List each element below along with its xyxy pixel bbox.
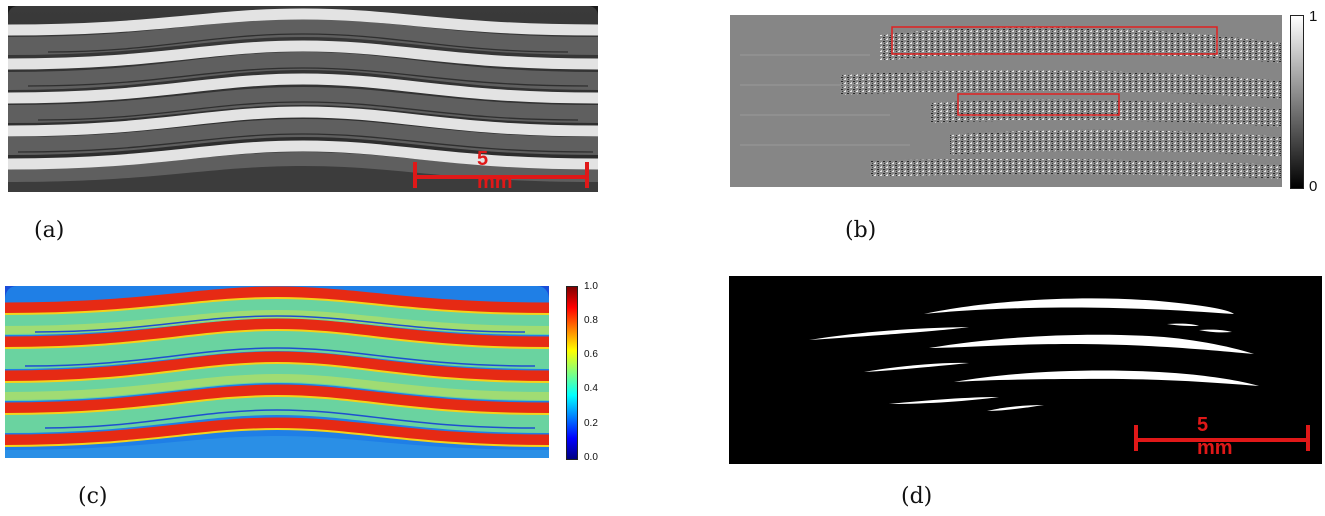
crack-4 [1167, 323, 1199, 326]
highlight-box-upper [891, 26, 1218, 55]
crack-9 [987, 405, 1044, 411]
difference-graphic [730, 15, 1282, 187]
colorbar-c [566, 286, 578, 460]
scalebar-label-d: 5 mm [1197, 414, 1233, 459]
ct-slice-graphic [8, 6, 598, 192]
crack-8 [889, 397, 999, 404]
colorbar-c-tick-1: 1.0 [584, 281, 598, 292]
colorbar-b-max: 1 [1309, 8, 1318, 25]
crack-5 [1199, 329, 1232, 333]
ct-slice-image [8, 6, 598, 192]
colorbar-c-tick-3: 0.6 [584, 349, 598, 360]
segmentation-graphic [809, 298, 1259, 411]
colorbar-c-tick-2: 0.8 [584, 315, 598, 326]
crack-6 [864, 362, 969, 372]
segmentation-image [729, 276, 1322, 464]
colorbar-c-tick-6: 0.0 [584, 452, 598, 463]
caption-d: (d) [901, 484, 933, 509]
jet-intensity-image [5, 286, 549, 458]
caption-a: (a) [34, 218, 65, 243]
highlight-box-lower [957, 93, 1120, 116]
scalebar-label-a: 5 mm [477, 148, 513, 193]
colorbar-c-tick-4: 0.4 [584, 383, 598, 394]
caption-c: (c) [78, 484, 108, 509]
scalebar-d [1134, 422, 1310, 452]
caption-b: (b) [845, 218, 877, 243]
colorbar-b-min: 0 [1309, 178, 1318, 195]
crack-2 [809, 327, 969, 340]
difference-image [730, 15, 1282, 187]
crack-3 [929, 334, 1254, 354]
colorbar-c-tick-5: 0.2 [584, 418, 598, 429]
crack-1 [924, 298, 1234, 314]
crack-7 [954, 370, 1259, 386]
colorbar-b [1290, 15, 1304, 189]
scalebar-a [413, 160, 589, 188]
jet-intensity-graphic [5, 286, 549, 458]
